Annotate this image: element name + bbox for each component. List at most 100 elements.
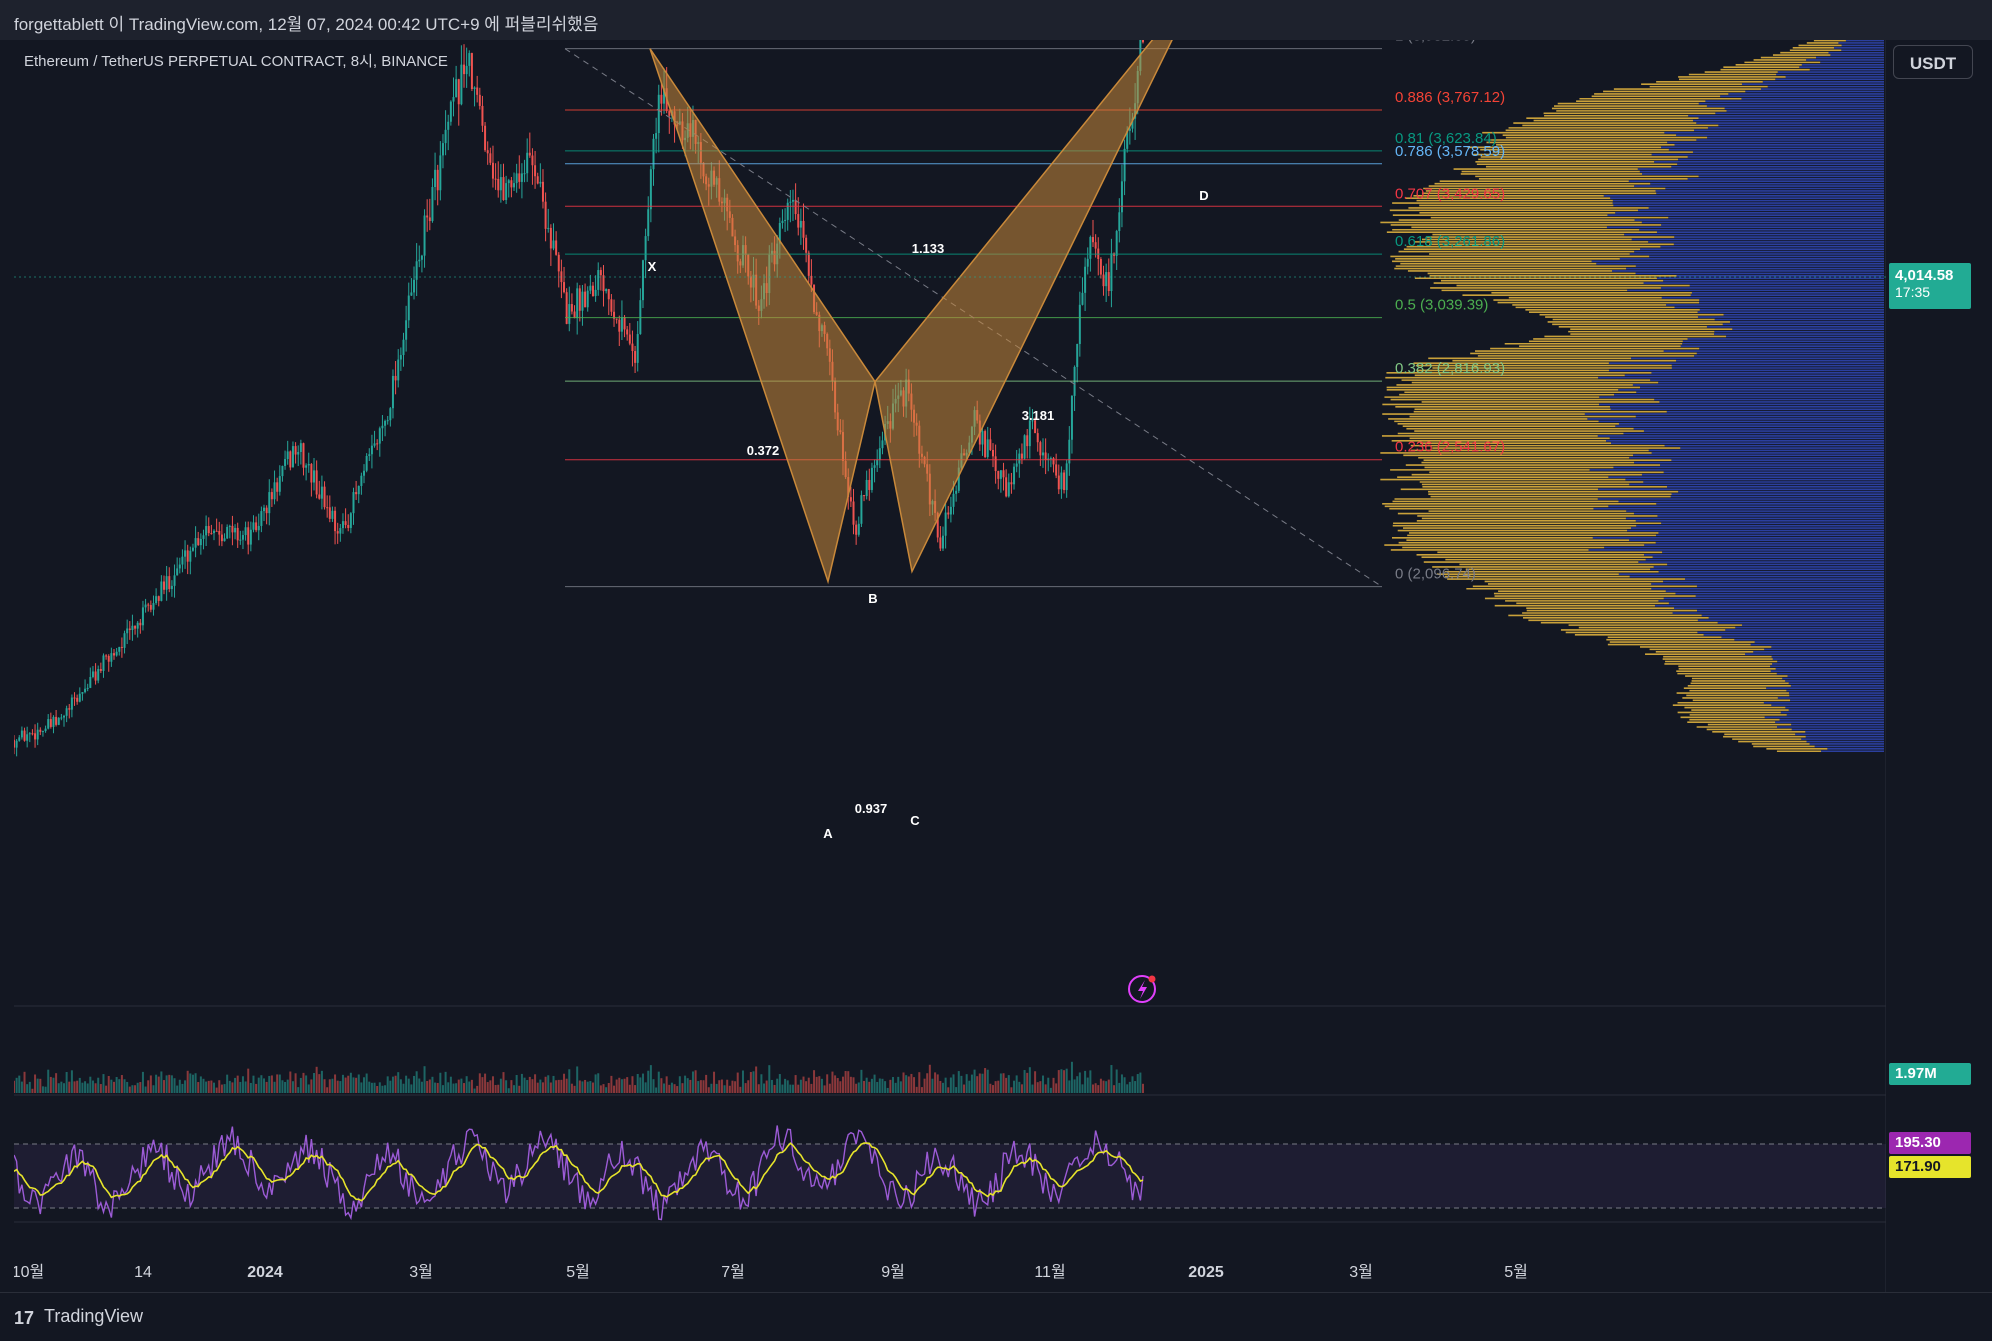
volume-bar — [363, 1077, 366, 1093]
volume-bar — [265, 1081, 268, 1093]
volume-bar — [673, 1084, 676, 1093]
volume-bar — [420, 1081, 423, 1093]
candle-body — [649, 169, 652, 210]
candle-body — [476, 87, 479, 95]
volume-bar — [247, 1068, 250, 1093]
candle-body — [860, 495, 863, 524]
candle-body — [1078, 304, 1081, 344]
candle-body — [607, 289, 610, 300]
fib-level-label: 0.618 (3,261.86) — [1395, 233, 1505, 250]
candle-body — [1128, 128, 1131, 131]
volume-bar — [676, 1086, 679, 1093]
volume-bar — [313, 1073, 316, 1093]
candle-body — [255, 522, 258, 531]
volume-bar — [1099, 1078, 1102, 1093]
candle-body — [870, 467, 873, 490]
volume-bar — [944, 1077, 947, 1093]
volume-bar — [447, 1082, 450, 1093]
volume-bar — [70, 1070, 73, 1093]
volume-bar — [720, 1079, 723, 1093]
volume-bar — [281, 1080, 284, 1093]
volume-bar — [89, 1076, 92, 1093]
candle-body — [428, 217, 431, 222]
volume-bar — [507, 1088, 510, 1093]
volume-bar — [252, 1075, 255, 1093]
candle-body — [1063, 472, 1066, 491]
volume-bar — [684, 1075, 687, 1093]
lightning-circle-icon[interactable] — [1128, 975, 1156, 1003]
volume-bar — [986, 1069, 989, 1093]
volume-bar — [273, 1081, 276, 1093]
candle-body — [494, 178, 497, 180]
volume-bar — [152, 1085, 155, 1093]
volume-bar — [1097, 1085, 1100, 1093]
volume-bar — [1005, 1077, 1008, 1093]
volume-bar — [897, 1076, 900, 1093]
tradingview-logo-icon[interactable]: 17 — [14, 1308, 35, 1328]
volume-bar — [102, 1074, 105, 1093]
volume-bar — [413, 1075, 416, 1093]
osc-main-line — [14, 1125, 1144, 1221]
candle-body — [1018, 453, 1021, 464]
candle-body — [528, 152, 531, 156]
symbol-title: Ethereum / TetherUS PERPETUAL CONTRACT, … — [24, 53, 448, 70]
currency-button[interactable]: USDT — [1893, 45, 1973, 79]
volume-bar — [234, 1077, 237, 1093]
candle-body — [70, 697, 73, 710]
volume-bar — [347, 1075, 350, 1093]
candle-body — [320, 486, 323, 499]
chart-area[interactable]: 1.414 (4,762.57)1.382 (4,702.24)1.272 (4… — [14, 40, 1886, 1292]
time-axis-tick: 3월 — [1349, 1263, 1373, 1281]
volume-bar — [639, 1077, 642, 1093]
candle-body — [1094, 242, 1097, 249]
brand-name[interactable]: TradingView — [44, 1306, 144, 1326]
candle-body — [876, 459, 879, 466]
candle-body — [78, 693, 81, 702]
candle-body — [105, 655, 108, 657]
candle-body — [505, 183, 508, 201]
volume-bar — [18, 1075, 21, 1093]
volume-bar — [1013, 1080, 1016, 1093]
volume-bar — [1073, 1079, 1076, 1093]
volume-bar — [857, 1082, 860, 1093]
volume-bar — [894, 1082, 897, 1093]
candle-body — [18, 737, 21, 741]
candle-body — [536, 176, 539, 184]
volume-bar — [455, 1083, 458, 1093]
candle-body — [797, 214, 800, 228]
candle-body — [423, 215, 426, 256]
candle-body — [1010, 482, 1013, 485]
volume-bar — [410, 1084, 413, 1093]
candle-body — [368, 454, 371, 456]
candle-body — [349, 513, 352, 528]
candle-body — [389, 408, 392, 421]
chart-svg[interactable]: 1.414 (4,762.57)1.382 (4,702.24)1.272 (4… — [14, 40, 1886, 1292]
volume-bar — [202, 1078, 205, 1093]
volume-bar — [939, 1080, 942, 1093]
candle-body — [873, 465, 876, 468]
candle-body — [328, 507, 331, 519]
volume-bar — [828, 1083, 831, 1093]
candle-body — [952, 493, 955, 507]
volume-bar — [1063, 1070, 1066, 1093]
volume-bar — [473, 1088, 476, 1093]
candle-body — [539, 181, 542, 184]
candle-body — [544, 201, 547, 229]
volume-bar — [352, 1077, 355, 1093]
pattern-ratio-label: 3.181 — [1022, 408, 1055, 423]
candle-body — [491, 162, 494, 179]
volume-bar — [852, 1077, 855, 1093]
volume-bar — [136, 1082, 139, 1093]
volume-bar — [460, 1078, 463, 1093]
volume-bar — [926, 1073, 929, 1093]
candle-body — [502, 177, 505, 201]
volume-bar — [231, 1082, 234, 1093]
volume-bar — [584, 1079, 587, 1093]
volume-bar — [1136, 1074, 1139, 1093]
candle-body — [534, 165, 537, 177]
candle-body — [160, 581, 163, 601]
volume-bar — [536, 1082, 539, 1093]
volume-bar — [528, 1076, 531, 1093]
candle-body — [994, 456, 997, 472]
volume-bar — [268, 1075, 271, 1093]
